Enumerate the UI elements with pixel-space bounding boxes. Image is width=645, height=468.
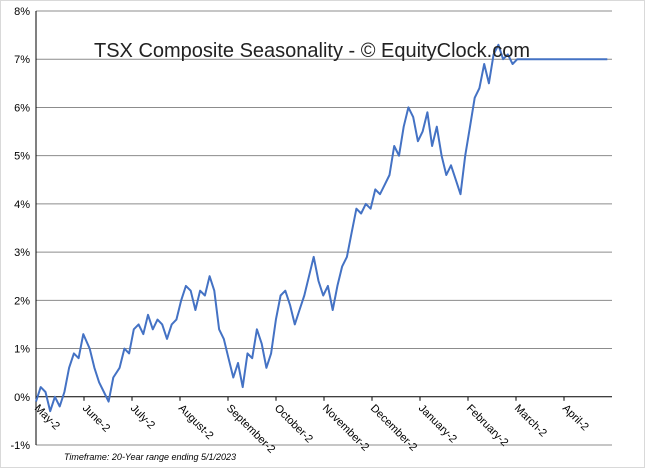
y-tick-label: 0%: [14, 392, 30, 404]
axes: [35, 11, 612, 445]
y-tick-label: 5%: [14, 151, 30, 163]
x-tick-label: February-2: [464, 402, 511, 449]
y-tick-label: 4%: [14, 199, 30, 211]
x-tick-label: June-2: [80, 402, 112, 434]
series-line: [35, 43, 608, 413]
x-tick-label: September-2: [224, 402, 277, 455]
y-tick-label: 6%: [14, 102, 30, 114]
y-tick-label: 3%: [14, 247, 30, 259]
x-tick-label: January-2: [416, 402, 459, 445]
series-lines: [35, 43, 608, 413]
x-axis-ticks: May-2 June-2 July-2 August-2 September-2Octo…: [32, 396, 591, 456]
y-axis-ticks: -1% 0% 1% 2% 3% 4% 5% 6% 7% 8%: [10, 6, 30, 452]
grid-lines: [36, 10, 612, 446]
x-tick-label: April-2: [560, 402, 591, 433]
x-tick-label: March-2: [512, 402, 549, 439]
y-tick-label: 8%: [14, 6, 30, 18]
chart-title: TSX Composite Seasonality - © EquityCloc…: [94, 40, 530, 62]
x-tick-label: August-2: [176, 402, 216, 442]
timeframe-note: Timeframe: 20-Year range ending 5/1/2023: [64, 452, 236, 462]
y-tick-label: 1%: [14, 344, 30, 356]
x-tick-label: November-2: [320, 402, 371, 453]
x-tick-label: December-2: [368, 402, 419, 453]
x-tick-label: October-2: [272, 402, 315, 445]
y-tick-label: 2%: [14, 295, 30, 307]
y-tick-label: -1%: [10, 440, 30, 452]
x-tick-label: July-2: [128, 402, 157, 431]
y-tick-label: 7%: [14, 54, 30, 66]
